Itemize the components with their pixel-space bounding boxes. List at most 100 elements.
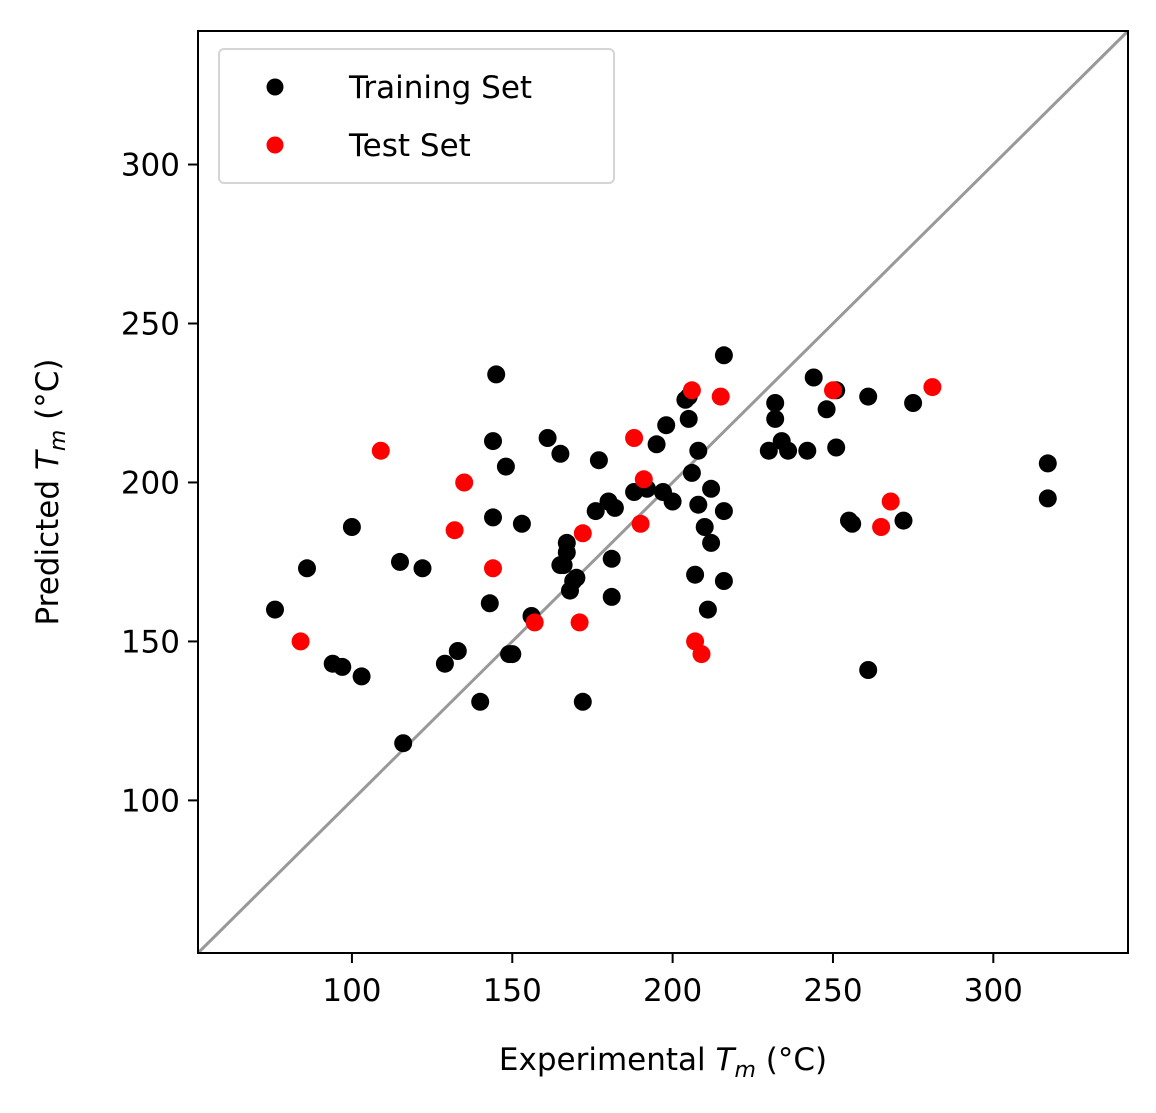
plot-frame (197, 30, 1129, 954)
x-tick-label: 300 (964, 973, 1023, 1009)
y-tick-label: 100 (121, 783, 180, 819)
x-axis-label-subscript: m (734, 1058, 755, 1083)
y-tick-label: 200 (121, 465, 180, 501)
training-set-point (394, 734, 413, 753)
x-tick-label: 200 (643, 973, 702, 1009)
y-axis-label-subscript: m (46, 430, 71, 451)
training-set-point (551, 444, 570, 463)
y-axis-label-suffix: (°C) (30, 359, 66, 430)
training-set-point (589, 451, 608, 470)
training-set-point (702, 533, 721, 552)
test-set-point (525, 613, 544, 632)
test-set-point (872, 518, 891, 536)
training-set-point (1038, 489, 1057, 508)
training-set-point (714, 572, 733, 590)
training-set-point (859, 387, 878, 406)
test-set-point (682, 381, 701, 400)
training-set-point (266, 600, 284, 619)
legend-box (218, 48, 615, 184)
training-set-point (602, 549, 621, 568)
training-set-point (471, 692, 490, 711)
legend-label-test-set: Test Set (348, 128, 471, 164)
training-set-point (487, 365, 506, 384)
test-set-point (881, 492, 900, 511)
training-set-point (602, 587, 621, 606)
y-tick-label: 150 (121, 624, 180, 660)
x-tick-label: 250 (803, 973, 862, 1009)
training-set-point (686, 565, 705, 584)
training-set-point (682, 463, 701, 482)
x-axis-label: Experimental Tm (°C) (499, 1042, 827, 1083)
training-set-point (567, 568, 586, 587)
training-set-point (557, 533, 576, 552)
x-tick-label: 100 (322, 973, 381, 1009)
test-set-point (711, 387, 730, 406)
training-set-point (512, 514, 531, 533)
x-axis-label-variable: T (716, 1042, 737, 1078)
test-set-point (455, 473, 474, 492)
training-set-point (689, 495, 708, 514)
training-set-point (779, 441, 798, 460)
training-set-point (448, 642, 467, 660)
x-tick-label: 150 (483, 973, 542, 1009)
legend-marker-test-set (266, 136, 284, 154)
training-set-point (843, 514, 862, 533)
test-set-point (634, 470, 653, 489)
training-set-point (573, 692, 592, 711)
test-set-point (291, 632, 310, 651)
training-set-point (663, 492, 682, 511)
data-points-layer (266, 346, 1057, 753)
training-set-point (1038, 454, 1057, 473)
test-set-point (625, 429, 644, 447)
training-set-point (804, 368, 823, 387)
test-set-point (570, 613, 589, 632)
test-set-point (824, 381, 842, 400)
training-set-point (766, 409, 785, 428)
training-set-point (695, 518, 714, 536)
training-set-point (817, 400, 836, 419)
training-set-point (413, 559, 432, 578)
training-set-point (827, 438, 846, 457)
y-axis-label-prefix: Predicted (30, 470, 66, 625)
training-set-point (679, 409, 698, 428)
training-set-point (657, 416, 676, 435)
x-axis: 100 150 200 250 300 (322, 953, 1023, 1009)
training-set-point (484, 508, 502, 527)
training-set-point (333, 657, 352, 676)
test-set-point (445, 521, 464, 540)
training-set-point (647, 435, 666, 454)
training-set-point (894, 511, 913, 530)
training-set-point (714, 502, 733, 521)
x-axis-label-suffix: (°C) (756, 1042, 827, 1078)
training-set-point (859, 661, 878, 679)
training-set-point (391, 552, 409, 571)
y-axis-label: Predicted Tm (°C) (30, 359, 71, 626)
training-set-point (698, 600, 717, 619)
y-axis: 100 150 200 250 300 (121, 148, 198, 819)
training-set-point (538, 429, 557, 447)
y-tick-label: 250 (121, 306, 180, 342)
legend-marker-training-set (266, 78, 284, 96)
training-set-point (484, 432, 502, 451)
training-set-point (435, 654, 454, 673)
training-set-point (714, 346, 733, 365)
training-set-point (702, 479, 721, 498)
test-set-point (484, 559, 502, 578)
training-set-point (496, 457, 515, 476)
x-axis-label-prefix: Experimental (499, 1042, 716, 1078)
legend: Training Set Test Set (218, 48, 615, 184)
training-set-point (798, 441, 817, 460)
training-set-point (605, 498, 624, 517)
legend-label-training-set: Training Set (348, 70, 532, 106)
training-set-point (904, 394, 923, 412)
training-set-point (759, 441, 778, 460)
test-set-point (631, 514, 650, 533)
training-set-point (480, 594, 499, 613)
test-set-point (573, 524, 592, 543)
training-set-point (766, 394, 785, 412)
training-set-point (342, 518, 361, 536)
training-set-point (352, 667, 371, 686)
test-set-point (692, 645, 711, 664)
y-axis-label-variable: T (30, 449, 66, 470)
